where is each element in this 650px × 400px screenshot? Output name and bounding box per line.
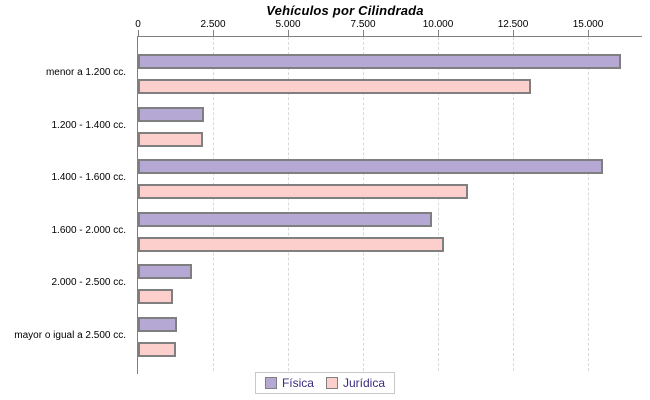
x-axis-tick-label: 12.500: [497, 19, 529, 30]
legend-item-juridica: Jurídica: [325, 376, 386, 390]
bar-fisica-4: [138, 264, 192, 280]
legend-swatch-icon: [325, 377, 338, 389]
x-axis-tick-mark: [288, 30, 289, 37]
bar-fisica-3: [138, 211, 432, 227]
gridline: [213, 37, 214, 371]
bar-juridica-3: [138, 236, 444, 252]
x-axis-tick-mark: [513, 30, 514, 37]
bar-fisica-0: [138, 54, 621, 69]
x-axis-tick-label: 10.000: [422, 19, 454, 30]
y-axis-category-label: menor a 1.200 cc.: [45, 67, 126, 78]
y-axis-category-label: 1.600 - 2.000 cc.: [51, 224, 127, 236]
chart-title: Vehículos por Cilindrada: [266, 3, 424, 18]
gridline: [513, 37, 514, 371]
bar-juridica-4: [138, 289, 173, 305]
x-axis-tick-mark: [138, 30, 139, 37]
y-axis-category-labels: menor a 1.200 cc. 1.200 - 1.400 cc. 1.400 …: [0, 36, 131, 373]
y-axis-category-label: 1.200 - 1.400 cc.: [51, 119, 127, 131]
bar-fisica-2: [138, 159, 603, 175]
x-axis-tick-mark: [363, 30, 364, 37]
legend-label: Física: [281, 376, 314, 390]
x-axis-tick-mark: [438, 30, 439, 37]
legend-label: Jurídica: [342, 376, 386, 390]
bar-fisica-5: [138, 317, 177, 332]
gridline: [588, 37, 589, 371]
y-axis-category-label: 1.400 - 1.600 cc.: [51, 172, 127, 184]
x-axis-tick-mark: [213, 30, 214, 37]
legend-item-fisica: Física: [264, 376, 314, 390]
x-axis-tick-label: 0: [135, 19, 141, 30]
gridline: [363, 37, 364, 371]
bar-juridica-0: [138, 79, 531, 94]
bar-juridica-1: [138, 131, 203, 147]
x-axis-tick-label: 7.500: [350, 19, 376, 30]
x-axis-tick-label: 5.000: [275, 19, 301, 30]
x-axis-tick-label: 2.500: [200, 19, 226, 30]
gridline: [288, 37, 289, 371]
x-axis-tick-label: 15.000: [572, 19, 604, 30]
x-axis-tick-mark: [588, 30, 589, 37]
legend-swatch-icon: [264, 377, 277, 389]
legend-row: Física Jurídica: [20, 372, 630, 398]
bar-fisica-1: [138, 106, 204, 122]
y-axis-category-label: mayor o igual a 2.500 cc.: [14, 330, 126, 341]
gridline: [438, 37, 439, 371]
plot-area: 0 2.500 5.000 7.500 10.000 12.500 15.000: [135, 19, 642, 374]
bar-juridica-5: [138, 342, 176, 357]
legend: Física Jurídica: [254, 372, 396, 394]
bar-juridica-2: [138, 184, 468, 200]
y-axis-category-label: 2.000 - 2.500 cc.: [51, 277, 127, 289]
